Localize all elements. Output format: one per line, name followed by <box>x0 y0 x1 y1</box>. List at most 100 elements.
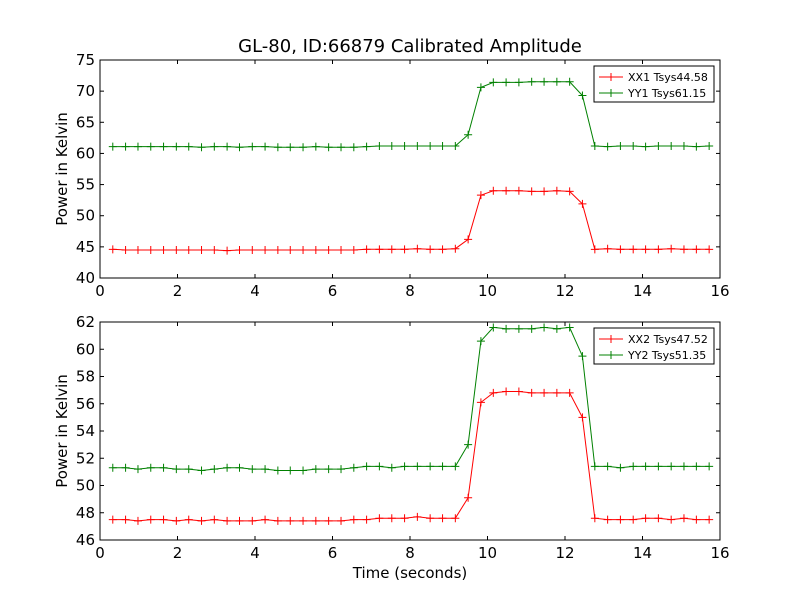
data-point <box>667 515 676 524</box>
y-tick-label: 58 <box>76 368 95 386</box>
legend-marker <box>607 351 615 359</box>
data-point <box>667 244 676 253</box>
data-point <box>324 516 333 525</box>
data-point <box>387 514 396 523</box>
data-point <box>133 245 142 254</box>
data-point <box>629 245 638 254</box>
data-point <box>692 462 701 471</box>
data-point <box>400 462 409 471</box>
data-point <box>146 245 155 254</box>
data-point <box>375 462 384 471</box>
data-point <box>311 142 320 151</box>
legend-marker <box>607 335 615 343</box>
data-point <box>172 142 181 151</box>
data-point <box>146 515 155 524</box>
data-point <box>299 143 308 152</box>
legend: XX2 Tsys47.52 YY2 Tsys51.35 <box>593 327 715 365</box>
data-point <box>235 463 244 472</box>
data-point <box>349 515 358 524</box>
data-point <box>578 413 587 422</box>
data-point <box>578 91 587 100</box>
data-point <box>616 515 625 524</box>
data-point <box>210 465 219 474</box>
data-point <box>451 462 460 471</box>
data-point <box>438 462 447 471</box>
data-point <box>552 186 561 195</box>
legend-marker <box>607 89 615 97</box>
data-point <box>514 186 523 195</box>
data-point <box>464 440 473 449</box>
y-axis-label: Power in Kelvin <box>53 374 71 488</box>
data-point <box>616 245 625 254</box>
data-point <box>197 143 206 152</box>
data-point <box>362 462 371 471</box>
data-point <box>324 465 333 474</box>
data-point <box>590 514 599 523</box>
data-point <box>337 143 346 152</box>
data-point <box>527 324 536 333</box>
data-point <box>502 78 511 87</box>
data-point <box>590 141 599 150</box>
data-point <box>349 245 358 254</box>
data-point <box>679 514 688 523</box>
data-point <box>476 191 485 200</box>
data-point <box>641 514 650 523</box>
y-tick-label: 45 <box>76 238 95 256</box>
x-tick-label: 2 <box>173 282 183 300</box>
data-point <box>654 141 663 150</box>
data-point <box>248 142 257 151</box>
data-point <box>235 143 244 152</box>
data-point <box>261 515 270 524</box>
x-tick-label: 0 <box>95 282 105 300</box>
data-point <box>121 515 130 524</box>
data-point <box>705 141 714 150</box>
data-point <box>286 466 295 475</box>
data-point <box>273 466 282 475</box>
y-tick-label: 50 <box>76 207 95 225</box>
data-point <box>540 187 549 196</box>
data-point <box>413 462 422 471</box>
data-point <box>108 463 117 472</box>
data-point <box>679 462 688 471</box>
data-point <box>184 515 193 524</box>
x-tick-label: 6 <box>328 544 338 562</box>
y-tick-label: 62 <box>76 313 95 331</box>
data-point <box>299 516 308 525</box>
data-point <box>476 398 485 407</box>
data-point <box>400 141 409 150</box>
x-tick-label: 14 <box>633 282 652 300</box>
data-point <box>337 465 346 474</box>
data-point <box>184 142 193 151</box>
data-point <box>426 514 435 523</box>
x-tick-label: 16 <box>710 282 729 300</box>
data-point <box>400 245 409 254</box>
data-point <box>375 245 384 254</box>
data-point <box>299 466 308 475</box>
data-point <box>121 245 130 254</box>
data-point <box>146 463 155 472</box>
y-tick-label: 46 <box>76 531 95 549</box>
legend-box <box>593 327 715 365</box>
data-point <box>387 463 396 472</box>
data-point <box>603 462 612 471</box>
data-point <box>362 515 371 524</box>
data-point <box>197 516 206 525</box>
data-point <box>108 142 117 151</box>
x-tick-label: 2 <box>173 544 183 562</box>
data-point <box>223 246 232 255</box>
y-tick-label: 40 <box>76 269 95 287</box>
data-point <box>527 388 536 397</box>
data-point <box>489 323 498 332</box>
data-point <box>184 245 193 254</box>
data-point <box>629 515 638 524</box>
data-point <box>502 186 511 195</box>
data-point <box>540 388 549 397</box>
data-point <box>261 142 270 151</box>
data-point <box>527 187 536 196</box>
data-point <box>248 465 257 474</box>
x-axis-label: Time (seconds) <box>352 564 468 582</box>
data-point <box>641 142 650 151</box>
plot-panel-1: 0 2 4 6 8 10 12 14 16 40 45 50 55 60 65 70 75 Power in Ke… <box>53 51 730 300</box>
